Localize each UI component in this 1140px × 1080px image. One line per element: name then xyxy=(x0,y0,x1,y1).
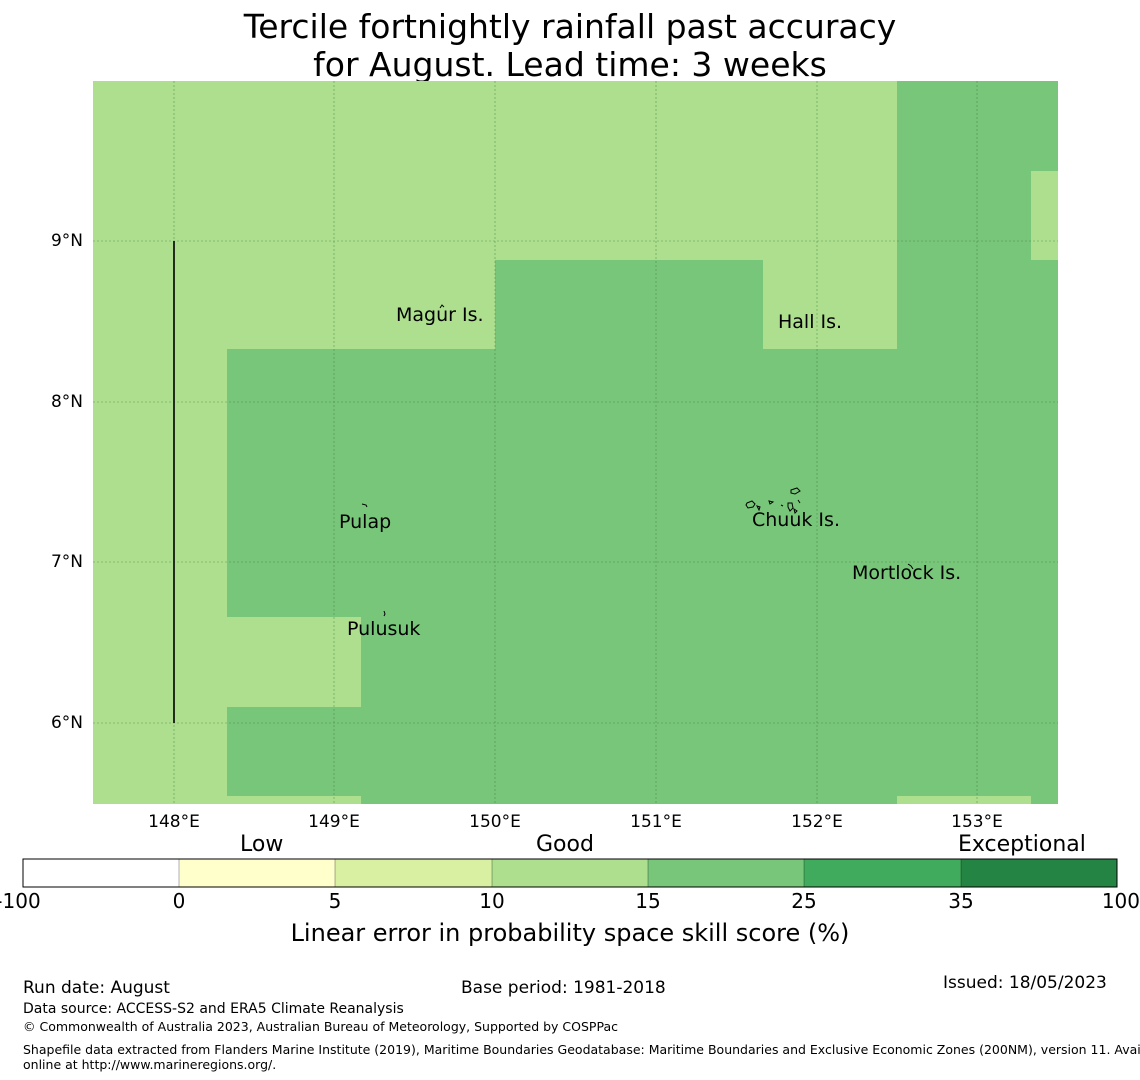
colorbar-segment-neg xyxy=(23,859,179,887)
colorbar-tick-35: 35 xyxy=(948,889,974,913)
colorbar-segment-0-5 xyxy=(179,859,335,887)
island-label-magur: Magur Is. xyxy=(396,304,484,326)
lat-label-8n: 8°N xyxy=(50,392,83,412)
lon-label-148e: 148°E xyxy=(148,812,200,832)
skill-cell-ne-patch xyxy=(1031,171,1058,260)
island-label-mortlock: Mortlock Is. xyxy=(852,562,962,584)
colorbar-segment-5-10 xyxy=(335,859,492,887)
colorbar-tick-0: 0 xyxy=(172,889,186,913)
colorbar-tick-5: 5 xyxy=(328,889,342,913)
island-label-chuuk: Chuuk Is. xyxy=(752,509,840,531)
colorbar-category-exceptional: Exceptional xyxy=(958,832,1086,857)
skill-colorbar xyxy=(22,858,1118,888)
skill-map xyxy=(93,81,1058,804)
map-title-line2: for August. Lead time: 3 weeks xyxy=(313,45,827,84)
mortlock-island-shape xyxy=(907,563,914,570)
lon-label-150e: 150°E xyxy=(469,812,521,832)
island-label-pulap: Pulap xyxy=(339,511,392,533)
colorbar-tick-15: 15 xyxy=(635,889,661,913)
lon-label-149e: 149°E xyxy=(308,812,360,832)
lat-label-9n: 9°N xyxy=(50,231,83,251)
colorbar-segment-35-100 xyxy=(961,859,1117,887)
colorbar-segment-10-15 xyxy=(492,859,648,887)
island-label-pulusuk: Pulusuk xyxy=(347,618,421,640)
pulusuk-island-shape xyxy=(383,610,386,617)
colorbar-tick-25: 25 xyxy=(791,889,817,913)
colorbar-tick-100: 100 xyxy=(1101,889,1140,913)
pulap-island-shape xyxy=(361,503,368,508)
chuuk-islands-shape xyxy=(745,487,801,514)
shapefile-credit-line2: online at http://www.marineregions.org/. xyxy=(23,1057,277,1072)
lon-label-152e: 152°E xyxy=(791,812,843,832)
lon-label-153e: 153°E xyxy=(951,812,1003,832)
skill-cell-sw-strip xyxy=(227,796,361,804)
copyright-notice: © Commonwealth of Australia 2023, Austra… xyxy=(23,1019,618,1034)
skill-cell-se-strip xyxy=(897,796,1031,804)
skill-cell-center-north xyxy=(495,260,763,349)
colorbar-segment-25-35 xyxy=(804,859,961,887)
island-outlines xyxy=(361,304,914,617)
colorbar-category-low: Low xyxy=(240,832,284,857)
magur-island-shape xyxy=(439,304,445,309)
island-label-hall: Hall Is. xyxy=(778,311,843,333)
colorbar-axis-label: Linear error in probability space skill … xyxy=(290,919,850,947)
data-source: Data source: ACCESS-S2 and ERA5 Climate … xyxy=(23,1001,404,1017)
colorbar-tick-neg100: -100 xyxy=(0,889,41,913)
skill-cell-center-main xyxy=(227,349,897,617)
issued-date: Issued: 18/05/2023 xyxy=(943,973,1107,993)
lon-label-151e: 151°E xyxy=(630,812,682,832)
lat-label-6n: 6°N xyxy=(50,713,83,733)
run-date: Run date: August xyxy=(23,978,170,998)
shapefile-credit-line1: Shapefile data extracted from Flanders M… xyxy=(23,1042,1140,1057)
colorbar-segment-15-25 xyxy=(648,859,804,887)
colorbar-category-good: Good xyxy=(536,832,594,857)
skill-cell-center-south xyxy=(361,617,897,707)
lat-label-7n: 7°N xyxy=(50,552,83,572)
base-period: Base period: 1981-2018 xyxy=(461,978,666,998)
map-title-line1: Tercile fortnightly rainfall past accura… xyxy=(243,7,897,46)
skill-cell-south xyxy=(227,707,897,804)
colorbar-tick-10: 10 xyxy=(479,889,505,913)
